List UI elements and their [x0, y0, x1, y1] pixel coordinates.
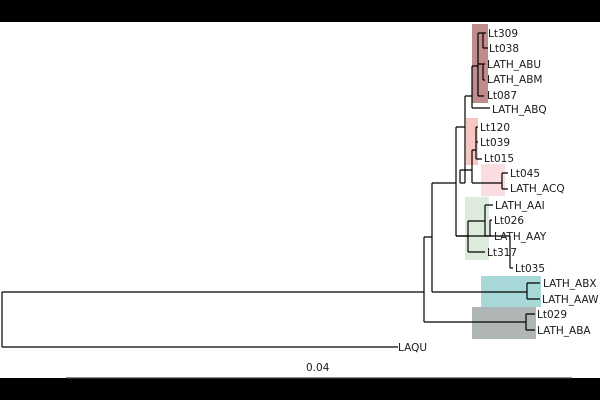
tip-label: Lt309 [488, 28, 518, 40]
tip-label: Lt029 [537, 309, 567, 321]
tip-label: Lt317 [487, 247, 517, 259]
tip-label: LAQU [398, 342, 427, 354]
tip-label: LATH_AAW [542, 294, 599, 306]
tree-branches [1, 32, 540, 348]
tip-label: Lt039 [480, 137, 510, 149]
tip-labels: Lt309 Lt038 LATH_ABU LATH_ABM Lt087 LATH… [398, 28, 599, 354]
clade-highlight-3 [481, 164, 505, 196]
bottom-black-band [0, 378, 600, 400]
tip-label: LATH_ACQ [510, 183, 565, 195]
tip-label: LATH_ABM [487, 74, 542, 86]
tip-label: Lt120 [480, 122, 510, 134]
tip-label: Lt045 [510, 168, 540, 180]
tip-label: LATH_ABA [537, 325, 591, 337]
tip-label: LATH_ABX [543, 278, 597, 290]
tip-label: LATH_ABU [487, 59, 541, 71]
tip-label: LATH_AAI [495, 200, 545, 212]
clade-highlight-6 [472, 307, 536, 339]
tip-label: LATH_AAY [494, 231, 547, 243]
tip-label: Lt035 [515, 263, 545, 275]
tip-label: Lt015 [484, 153, 514, 165]
clade-highlight-2 [466, 118, 478, 165]
scale-bar: 0.04 [66, 362, 572, 379]
scale-bar-label: 0.04 [306, 362, 330, 374]
tip-label: Lt087 [487, 90, 517, 102]
tip-label: Lt038 [489, 43, 519, 55]
tip-label: LATH_ABQ [492, 104, 547, 116]
tip-label: Lt026 [494, 215, 524, 227]
top-black-band [0, 0, 600, 22]
